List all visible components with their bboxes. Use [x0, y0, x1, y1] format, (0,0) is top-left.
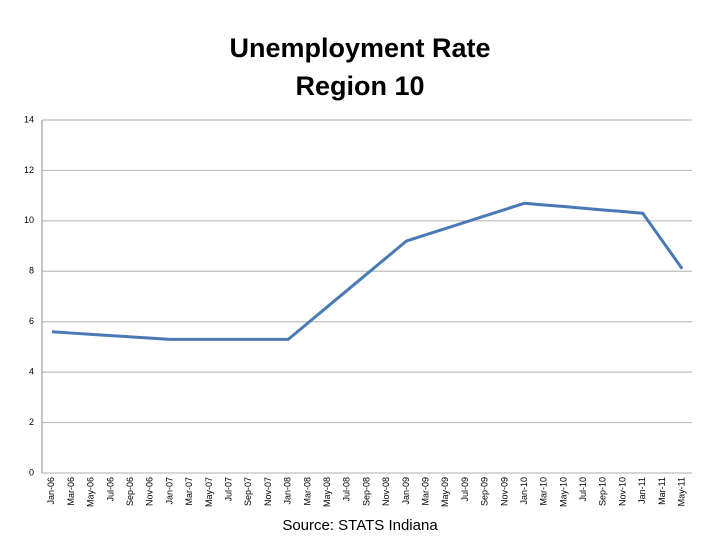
- x-tick-label: Sep-08: [361, 477, 371, 506]
- x-tick-label: Mar-08: [302, 477, 312, 506]
- x-tick-label: May-10: [558, 477, 568, 507]
- source-note: Source: STATS Indiana: [282, 517, 438, 534]
- y-tick-label: 6: [29, 316, 34, 326]
- x-tick-label: Jul-09: [460, 477, 470, 502]
- y-tick-label: 4: [29, 367, 34, 377]
- x-tick-label: Mar-10: [539, 477, 549, 506]
- x-tick-label: May-09: [440, 477, 450, 507]
- x-tick-label: May-07: [204, 477, 214, 507]
- y-tick-label: 2: [29, 417, 34, 427]
- chart-title: Unemployment Rate: [229, 33, 490, 63]
- x-tick-label: Sep-06: [125, 477, 135, 506]
- data-line: [51, 201, 684, 341]
- x-tick-label: Mar-07: [184, 477, 194, 506]
- x-tick-label: Mar-11: [657, 477, 667, 505]
- x-tick-label: Nov-09: [499, 477, 509, 506]
- x-tick-label: May-06: [86, 477, 96, 507]
- x-tick-label: Mar-09: [420, 477, 430, 506]
- x-tick-label: Jan-10: [519, 477, 529, 505]
- chart-subtitle: Region 10: [295, 71, 424, 101]
- x-tick-label: Sep-09: [480, 477, 490, 506]
- x-tick-label: May-08: [322, 477, 332, 507]
- x-tick-label: Nov-08: [381, 477, 391, 506]
- x-tick-label: Jan-08: [283, 477, 293, 505]
- x-tick-label: Nov-07: [263, 477, 273, 506]
- x-tick-label: Sep-07: [243, 477, 253, 506]
- x-tick-label: Jan-06: [46, 477, 56, 505]
- x-tick-label: Jul-06: [105, 477, 115, 502]
- x-tick-label: Sep-10: [598, 477, 608, 506]
- y-tick-label: 10: [24, 215, 34, 225]
- x-tick-label: Jan-11: [637, 477, 647, 504]
- x-tick-label: Nov-06: [145, 477, 155, 506]
- x-tick-label: Jul-08: [342, 477, 352, 502]
- y-tick-label: 14: [24, 114, 34, 124]
- y-tick-label: 0: [29, 467, 34, 477]
- x-tick-label: May-11: [677, 477, 687, 506]
- x-tick-label: Jan-09: [401, 477, 411, 505]
- x-tick-label: Mar-06: [66, 477, 76, 506]
- x-tick-label: Jan-07: [164, 477, 174, 505]
- y-tick-label: 12: [24, 165, 34, 175]
- x-tick-label: Jul-10: [578, 477, 588, 502]
- x-tick-label: Jul-07: [223, 477, 233, 502]
- y-tick-label: 8: [29, 266, 34, 276]
- x-tick-label: Nov-10: [617, 477, 627, 506]
